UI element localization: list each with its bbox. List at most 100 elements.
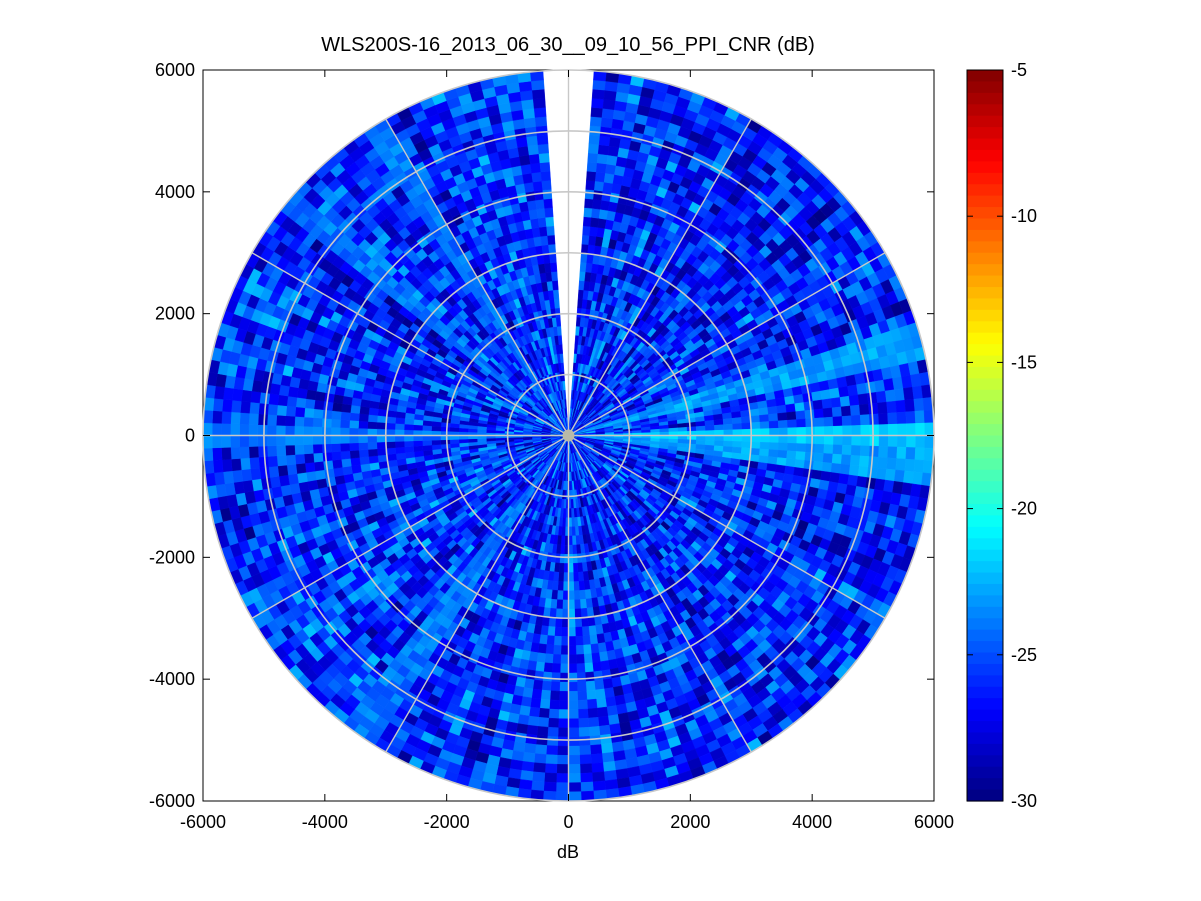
polar-cell: [599, 126, 612, 138]
polar-cell: [546, 635, 555, 646]
polar-cell: [603, 770, 618, 782]
polar-cell: [906, 435, 916, 448]
polar-cell: [579, 745, 592, 756]
polar-cell: [831, 406, 843, 418]
polar-cell: [594, 679, 605, 691]
polar-cell: [589, 735, 602, 746]
polar-cell: [548, 617, 556, 628]
polar-cell: [549, 607, 557, 619]
polar-cell: [578, 717, 590, 728]
polar-cell: [903, 386, 915, 401]
polar-cell: [579, 598, 587, 609]
polar-cell: [585, 680, 596, 691]
polar-cell: [886, 457, 897, 471]
polar-cell: [924, 422, 935, 436]
polar-cell: [903, 470, 915, 485]
polar-cell: [859, 403, 870, 416]
polar-cell: [579, 589, 586, 600]
polar-cell: [560, 636, 569, 646]
polar-cell: [714, 440, 724, 447]
polar-cell: [760, 428, 770, 436]
polar-cell: [560, 645, 569, 656]
polar-cell: [560, 663, 569, 674]
polar-cell: [582, 635, 591, 646]
polar-cell: [830, 462, 842, 474]
polar-cell: [838, 386, 850, 398]
polar-cell: [597, 144, 610, 156]
polar-cell: [544, 653, 554, 664]
polar-cell: [574, 599, 581, 610]
polar-cell: [573, 581, 580, 591]
polar-cell: [539, 698, 551, 710]
polar-cell: [860, 435, 871, 447]
polar-cell: [829, 387, 841, 399]
polar-cell: [722, 418, 733, 425]
polar-cell: [554, 617, 563, 628]
polar-cell: [848, 394, 860, 407]
polar-cell: [579, 763, 593, 774]
polar-cell: [777, 449, 788, 459]
polar-cell: [549, 690, 560, 701]
polar-cell: [829, 472, 841, 484]
polar-cell: [705, 440, 715, 446]
polar-cell: [778, 427, 789, 436]
polar-cell: [714, 429, 725, 436]
polar-cell: [741, 428, 752, 436]
polar-cell: [850, 445, 861, 457]
polar-cell: [904, 398, 916, 413]
polar-cell: [731, 417, 742, 425]
polar-cell: [573, 590, 581, 601]
polar-cell: [887, 435, 898, 448]
polar-cell: [794, 402, 805, 412]
polar-cell: [814, 443, 825, 454]
polar-cell: [561, 608, 569, 619]
polar-cell: [586, 698, 598, 710]
polar-cell: [796, 435, 807, 444]
polar-cell: [777, 419, 788, 429]
polar-cell: [847, 474, 859, 487]
polar-cell: [802, 392, 814, 403]
polar-cell: [568, 636, 577, 646]
polar-cell: [604, 779, 619, 791]
polar-cell: [602, 678, 614, 690]
polar-cell: [723, 440, 734, 448]
polar-cell: [568, 654, 577, 665]
polar-cell: [525, 733, 538, 745]
polar-cell: [554, 626, 563, 637]
polar-cell: [562, 590, 569, 601]
polar-cell: [580, 790, 595, 801]
polar-cell: [591, 88, 606, 100]
polar-cell: [812, 461, 824, 472]
polar-cell: [571, 535, 577, 546]
polar-cell: [579, 754, 592, 765]
polar-cell: [517, 714, 530, 726]
polar-cell: [586, 170, 597, 182]
polar-cell: [705, 425, 715, 431]
polar-cell: [740, 409, 751, 418]
polar-cell: [884, 389, 896, 403]
chart-title: WLS200S-16_2013_06_30__09_10_56_PPI_CNR …: [321, 34, 815, 56]
polar-cell: [523, 742, 537, 754]
polar-cell: [759, 421, 770, 430]
polar-cell: [588, 625, 597, 636]
polar-cell: [606, 705, 618, 717]
polar-cell: [740, 447, 752, 455]
polar-cell: [560, 654, 569, 665]
polar-cell: [532, 762, 546, 773]
polar-cell: [568, 581, 575, 592]
polar-cell: [924, 435, 935, 449]
polar-cell: [536, 652, 546, 663]
polar-cell: [594, 180, 605, 192]
polar-cell: [857, 465, 869, 478]
polar-cell: [532, 679, 543, 691]
polar-cell: [878, 412, 889, 425]
polar-heatmap: [202, 70, 935, 802]
polar-cell: [581, 617, 589, 628]
polar-cell: [866, 392, 878, 405]
polar-cell: [878, 446, 889, 459]
polar-cell: [552, 654, 562, 665]
polar-cell: [519, 770, 534, 782]
polar-cell: [822, 453, 834, 464]
polar-cell: [604, 80, 619, 92]
polar-cell: [582, 216, 592, 227]
